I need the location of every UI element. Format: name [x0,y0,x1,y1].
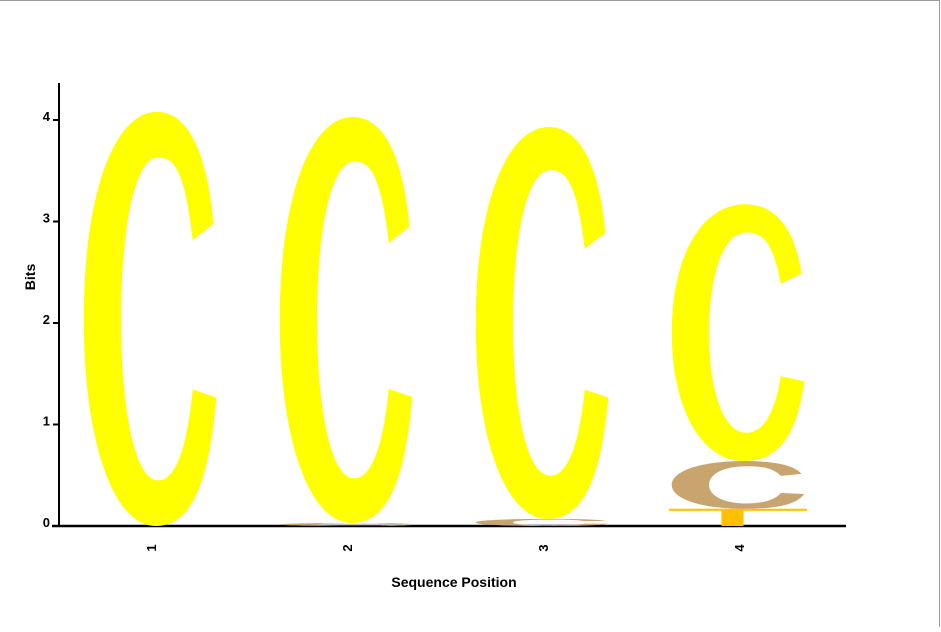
logo-letter-c [279,116,413,523]
logo-letter-c [475,518,609,526]
x-tick-label: 3 [536,544,551,551]
logo-letter-c [671,461,805,509]
y-tick-label: 4 [43,109,51,124]
y-tick-label: 2 [43,312,50,327]
letter-c-shape [475,127,609,519]
logo-letter-t [669,508,807,526]
y-tick-label: 0 [43,515,50,530]
y-tick-label: 3 [43,211,50,226]
x-tick-label: 1 [144,544,159,551]
x-axis-label: Sequence Position [391,574,516,590]
letter-t-stem [721,508,744,526]
letter-c-shape [671,204,805,462]
logo-letter-c [671,204,805,462]
x-tick-label: 4 [732,544,747,552]
y-ticks: 0 1 2 3 4 [43,109,59,530]
logo-letter-c [279,522,413,526]
y-tick-label: 1 [43,414,50,429]
letter-c-shape [671,461,805,509]
y-axis-label: Bits [22,264,38,291]
logo-letters [83,111,807,526]
letter-c-shape [279,116,413,523]
logo-letter-c [475,127,609,519]
x-ticks: 1 2 3 4 [144,544,747,552]
x-tick-label: 2 [340,544,355,551]
letter-c-shape [279,522,413,526]
axes [52,83,846,528]
letter-c-shape [475,518,609,526]
logo-letter-c [83,111,217,526]
letter-c-shape [83,111,217,526]
